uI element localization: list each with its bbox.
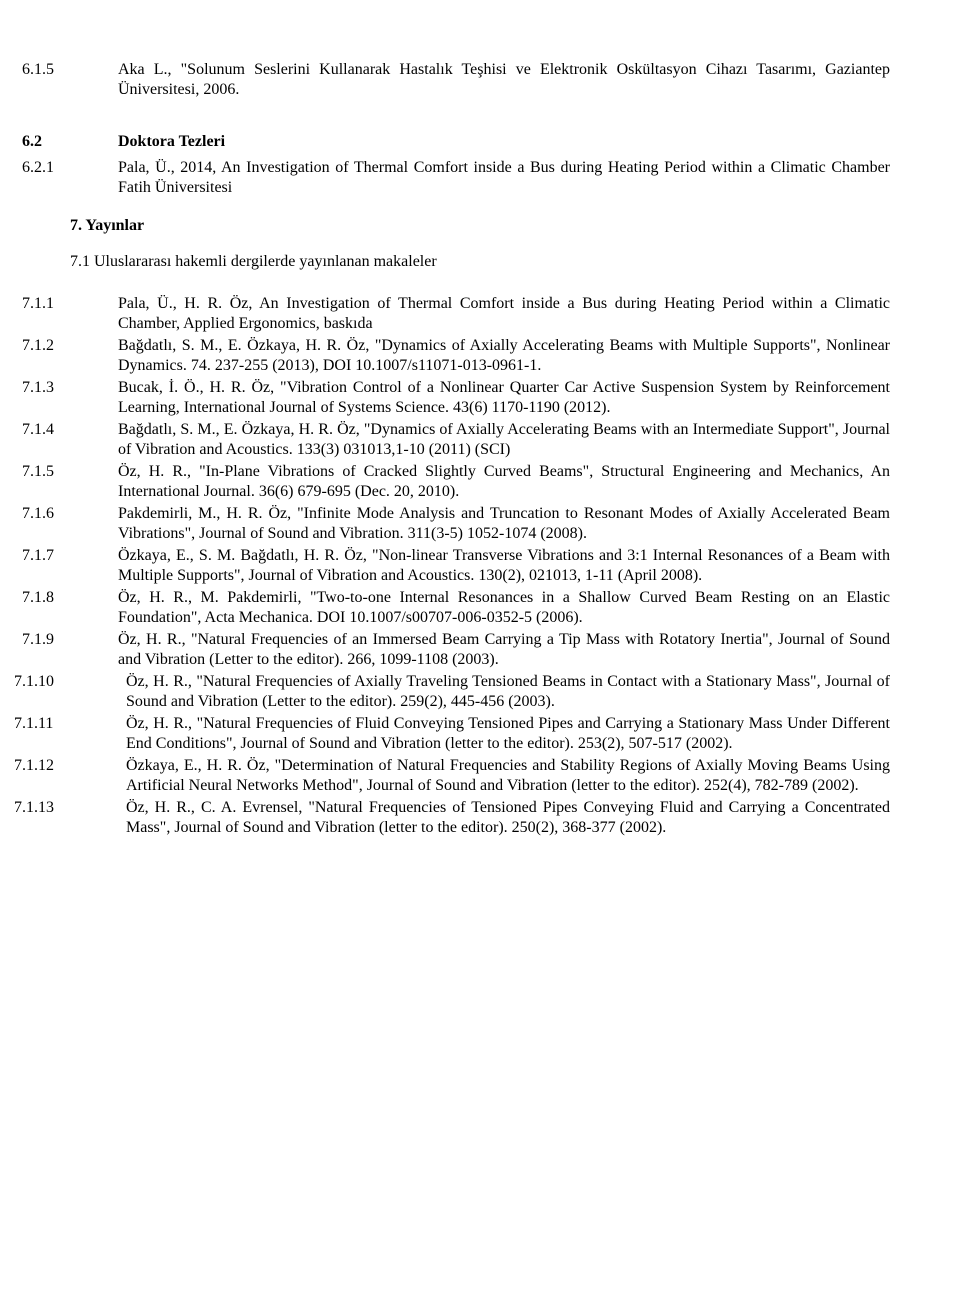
publication-item: 7.1.9Öz, H. R., "Natural Frequencies of … [70,630,890,670]
item-text: Bağdatlı, S. M., E. Özkaya, H. R. Öz, "D… [118,421,890,458]
item-text: Pakdemirli, M., H. R. Öz, "Infinite Mode… [118,505,890,542]
item-number: 7.1.2 [70,336,118,356]
section-heading-62: 6.2Doktora Tezleri [70,132,890,152]
publication-item: 7.1.5Öz, H. R., "In-Plane Vibrations of … [70,462,890,502]
item-text: Özkaya, E., S. M. Bağdatlı, H. R. Öz, "N… [118,547,890,584]
item-text: Öz, H. R., "Natural Frequencies of Axial… [126,673,890,710]
item-number: 7.1.9 [70,630,118,650]
item-text: Pala, Ü., H. R. Öz, An Investigation of … [118,295,890,332]
item-text: Öz, H. R., M. Pakdemirli, "Two-to-one In… [118,589,890,626]
item-text: Bucak, İ. Ö., H. R. Öz, "Vibration Contr… [118,379,890,416]
item-number: 7.1.10 [70,672,126,692]
section-heading-7: 7. Yayınlar [70,216,890,236]
item-number: 7.1.12 [70,756,126,776]
item-text: Öz, H. R., "Natural Frequencies of an Im… [118,631,890,668]
item-text: Özkaya, E., H. R. Öz, "Determination of … [126,757,890,794]
item-text: Pala, Ü., 2014, An Investigation of Ther… [118,159,890,196]
publication-item: 7.1.4Bağdatlı, S. M., E. Özkaya, H. R. Ö… [70,420,890,460]
item-number: 7.1.1 [70,294,118,314]
item-text: Öz, H. R., "In-Plane Vibrations of Crack… [118,463,890,500]
cv-item-615: 6.1.5Aka L., "Solunum Seslerini Kullanar… [70,60,890,100]
publication-item: 7.1.8Öz, H. R., M. Pakdemirli, "Two-to-o… [70,588,890,628]
cv-item-621: 6.2.1Pala, Ü., 2014, An Investigation of… [70,158,890,198]
item-number: 7.1.6 [70,504,118,524]
publication-item: 7.1.7Özkaya, E., S. M. Bağdatlı, H. R. Ö… [70,546,890,586]
publication-item: 7.1.13Öz, H. R., C. A. Evrensel, "Natura… [70,798,890,838]
item-text: Bağdatlı, S. M., E. Özkaya, H. R. Öz, "D… [118,337,890,374]
heading-text: Doktora Tezleri [118,133,225,150]
item-number: 7.1.13 [70,798,126,818]
publication-item: 7.1.1Pala, Ü., H. R. Öz, An Investigatio… [70,294,890,334]
publication-item: 7.1.10Öz, H. R., "Natural Frequencies of… [70,672,890,712]
publication-item: 7.1.6Pakdemirli, M., H. R. Öz, "Infinite… [70,504,890,544]
item-number: 7.1.8 [70,588,118,608]
heading-number: 6.2 [70,132,118,152]
item-text: Aka L., "Solunum Seslerini Kullanarak Ha… [118,61,890,98]
item-number: 7.1.4 [70,420,118,440]
item-number: 7.1.5 [70,462,118,482]
publication-list: 7.1.1Pala, Ü., H. R. Öz, An Investigatio… [70,294,890,838]
publication-item: 7.1.2Bağdatlı, S. M., E. Özkaya, H. R. Ö… [70,336,890,376]
item-number: 7.1.3 [70,378,118,398]
section-subheading-71: 7.1 Uluslararası hakemli dergilerde yayı… [70,252,890,272]
item-number: 6.1.5 [70,60,118,80]
publication-item: 7.1.3Bucak, İ. Ö., H. R. Öz, "Vibration … [70,378,890,418]
item-text: Öz, H. R., C. A. Evrensel, "Natural Freq… [126,799,890,836]
publication-item: 7.1.11Öz, H. R., "Natural Frequencies of… [70,714,890,754]
item-number: 7.1.11 [70,714,126,734]
item-text: Öz, H. R., "Natural Frequencies of Fluid… [126,715,890,752]
item-number: 6.2.1 [70,158,118,178]
item-number: 7.1.7 [70,546,118,566]
publication-item: 7.1.12Özkaya, E., H. R. Öz, "Determinati… [70,756,890,796]
